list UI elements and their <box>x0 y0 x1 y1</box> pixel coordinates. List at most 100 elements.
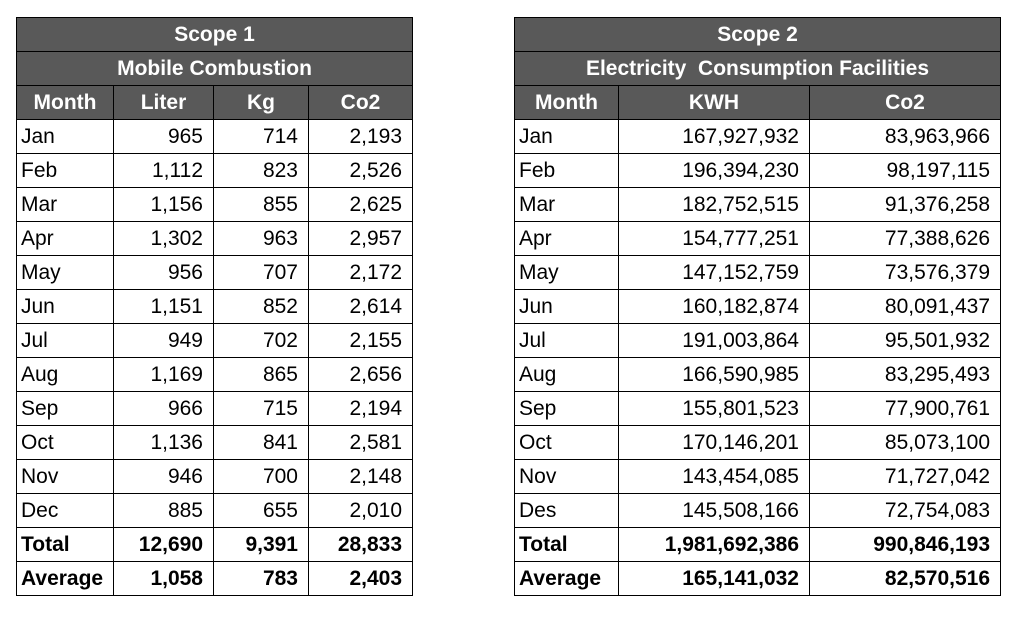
month-cell: Aug <box>514 357 619 392</box>
value-cell: 98,197,115 <box>808 153 1002 188</box>
table-row: May 147,152,759 73,576,379 <box>514 255 1002 290</box>
month-cell: Des <box>514 493 619 528</box>
value-cell: 715 <box>213 391 309 426</box>
scope2-subtitle-row: Electricity Consumption Facilities <box>513 51 1002 86</box>
scope2-subtitle: Electricity Consumption Facilities <box>513 51 1002 86</box>
month-cell: Mar <box>16 187 114 222</box>
month-cell: Jul <box>514 323 619 358</box>
table-row: Nov 143,454,085 71,727,042 <box>514 459 1002 494</box>
value-cell: 182,752,515 <box>618 187 810 222</box>
average-label: Average <box>16 561 114 596</box>
value-cell: 147,152,759 <box>618 255 810 290</box>
table-row: Des 145,508,166 72,754,083 <box>514 493 1002 528</box>
table-row: Mar 1,156 855 2,625 <box>16 187 414 222</box>
value-cell: 85,073,100 <box>808 425 1002 460</box>
table-row: Jun 1,151 852 2,614 <box>16 289 414 324</box>
table-row: Nov 946 700 2,148 <box>16 459 414 494</box>
value-cell: 77,900,761 <box>808 391 1002 426</box>
value-cell: 707 <box>213 255 309 290</box>
value-cell: 71,727,042 <box>808 459 1002 494</box>
value-cell: 170,146,201 <box>618 425 810 460</box>
value-cell: 965 <box>113 119 214 154</box>
total-value: 990,846,193 <box>808 527 1002 562</box>
month-cell: Nov <box>16 459 114 494</box>
value-cell: 95,501,932 <box>808 323 1002 358</box>
value-cell: 946 <box>113 459 214 494</box>
scope1-col-kg: Kg <box>213 85 309 120</box>
month-cell: Feb <box>514 153 619 188</box>
value-cell: 2,656 <box>307 357 414 392</box>
value-cell: 143,454,085 <box>618 459 810 494</box>
table-row: Dec 885 655 2,010 <box>16 493 414 528</box>
value-cell: 2,148 <box>307 459 414 494</box>
month-cell: Aug <box>16 357 114 392</box>
total-label: Total <box>514 527 619 562</box>
scope2-table: Scope 2 Electricity Consumption Faciliti… <box>513 17 1002 596</box>
average-value: 783 <box>213 561 309 596</box>
value-cell: 1,302 <box>113 221 214 256</box>
value-cell: 91,376,258 <box>808 187 1002 222</box>
value-cell: 160,182,874 <box>618 289 810 324</box>
month-cell: Mar <box>514 187 619 222</box>
value-cell: 154,777,251 <box>618 221 810 256</box>
table-row: Jun 160,182,874 80,091,437 <box>514 289 1002 324</box>
scope2-body: Scope 2 Electricity Consumption Faciliti… <box>513 17 1002 596</box>
scope1-col-liter: Liter <box>113 85 214 120</box>
table-row: Mar 182,752,515 91,376,258 <box>514 187 1002 222</box>
month-cell: Feb <box>16 153 114 188</box>
average-value: 1,058 <box>113 561 214 596</box>
average-value: 2,403 <box>307 561 414 596</box>
month-cell: Jul <box>16 323 114 358</box>
value-cell: 83,963,966 <box>808 119 1002 154</box>
scope1-col-co2: Co2 <box>307 85 414 120</box>
value-cell: 700 <box>213 459 309 494</box>
total-value: 12,690 <box>113 527 214 562</box>
table-row: Sep 966 715 2,194 <box>16 391 414 426</box>
scope1-title: Scope 1 <box>15 17 414 52</box>
month-cell: Jun <box>16 289 114 324</box>
table-row: Apr 154,777,251 77,388,626 <box>514 221 1002 256</box>
month-cell: Oct <box>16 425 114 460</box>
value-cell: 2,526 <box>307 153 414 188</box>
table-row: Sep 155,801,523 77,900,761 <box>514 391 1002 426</box>
value-cell: 966 <box>113 391 214 426</box>
month-cell: Jun <box>514 289 619 324</box>
value-cell: 1,112 <box>113 153 214 188</box>
value-cell: 2,193 <box>307 119 414 154</box>
table-row: Feb 196,394,230 98,197,115 <box>514 153 1002 188</box>
value-cell: 2,957 <box>307 221 414 256</box>
value-cell: 714 <box>213 119 309 154</box>
value-cell: 196,394,230 <box>618 153 810 188</box>
table-row: Oct 170,146,201 85,073,100 <box>514 425 1002 460</box>
value-cell: 167,927,932 <box>618 119 810 154</box>
value-cell: 2,614 <box>307 289 414 324</box>
value-cell: 73,576,379 <box>808 255 1002 290</box>
table-row: Aug 166,590,985 83,295,493 <box>514 357 1002 392</box>
total-value: 1,981,692,386 <box>618 527 810 562</box>
month-cell: Nov <box>514 459 619 494</box>
average-row: Average 1,058 783 2,403 <box>16 561 414 596</box>
scope2-column-header-row: Month KWH Co2 <box>514 85 1002 120</box>
table-row: Jan 965 714 2,193 <box>16 119 414 154</box>
total-label: Total <box>16 527 114 562</box>
scope1-subtitle-row: Mobile Combustion <box>15 51 414 86</box>
total-row: Total 1,981,692,386 990,846,193 <box>514 527 1002 562</box>
value-cell: 855 <box>213 187 309 222</box>
average-label: Average <box>514 561 619 596</box>
value-cell: 1,156 <box>113 187 214 222</box>
average-value: 82,570,516 <box>808 561 1002 596</box>
scope1-subtitle: Mobile Combustion <box>15 51 414 86</box>
scope2-title: Scope 2 <box>513 17 1002 52</box>
total-row: Total 12,690 9,391 28,833 <box>16 527 414 562</box>
scope1-col-month: Month <box>16 85 114 120</box>
value-cell: 2,194 <box>307 391 414 426</box>
month-cell: May <box>514 255 619 290</box>
value-cell: 166,590,985 <box>618 357 810 392</box>
total-value: 9,391 <box>213 527 309 562</box>
table-row: May 956 707 2,172 <box>16 255 414 290</box>
value-cell: 2,625 <box>307 187 414 222</box>
value-cell: 1,151 <box>113 289 214 324</box>
table-row: Oct 1,136 841 2,581 <box>16 425 414 460</box>
value-cell: 145,508,166 <box>618 493 810 528</box>
value-cell: 949 <box>113 323 214 358</box>
